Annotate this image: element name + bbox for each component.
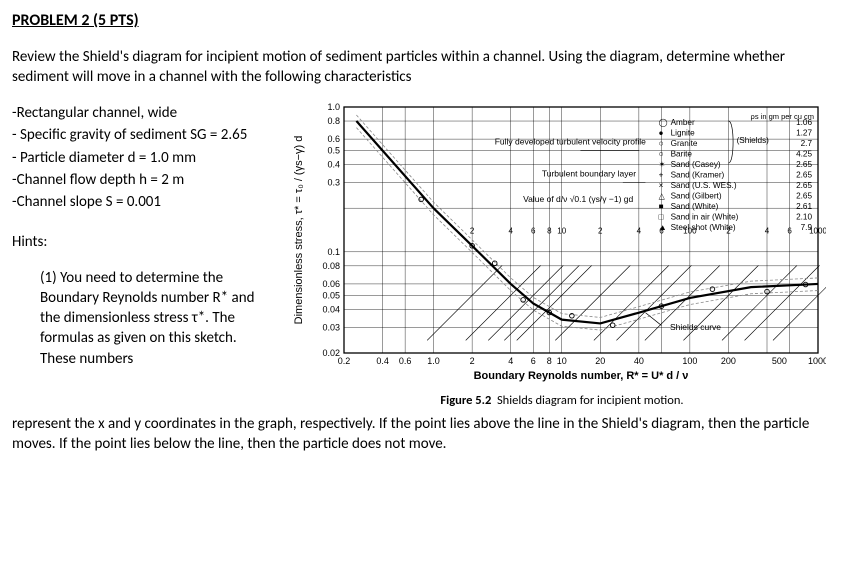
svg-text:0.4: 0.4 [376, 356, 389, 366]
svg-text:Fully developed turbulent velo: Fully developed turbulent velocity profi… [495, 137, 646, 147]
svg-text:Granite: Granite [671, 139, 698, 148]
svg-text:2: 2 [598, 226, 603, 235]
svg-text:1.27: 1.27 [796, 129, 812, 138]
svg-text:4: 4 [508, 226, 513, 235]
svg-text:4.25: 4.25 [796, 150, 812, 159]
svg-text:0.5: 0.5 [327, 146, 340, 156]
char-2: - Particle diameter d = 1.0 mm [12, 148, 272, 168]
svg-text:+: + [659, 171, 664, 180]
svg-text:0.03: 0.03 [322, 323, 340, 333]
svg-text:1.06: 1.06 [796, 118, 812, 127]
svg-text:6: 6 [787, 226, 792, 235]
svg-text:×: × [659, 181, 664, 190]
svg-text:0.06: 0.06 [322, 279, 340, 289]
svg-text:2.65: 2.65 [796, 160, 812, 169]
svg-text:1.0: 1.0 [427, 356, 440, 366]
svg-text:Sand in air (White): Sand in air (White) [671, 213, 739, 222]
svg-text:▲: ▲ [659, 223, 667, 232]
hint-1: (1) You need to determine the Boundary R… [40, 268, 272, 369]
svg-text:Sand (Casey): Sand (Casey) [671, 160, 721, 169]
svg-text:2.10: 2.10 [796, 213, 812, 222]
svg-text:7.9: 7.9 [801, 223, 813, 232]
hints-closing: represent the x and y coordinates in the… [12, 414, 838, 455]
svg-text:6: 6 [531, 226, 536, 235]
svg-text:✶: ✶ [659, 160, 666, 169]
characteristics-list: -Rectangular channel, wide - Specific gr… [12, 103, 272, 212]
shields-diagram: 0.20.40.61.02468102040100200500100024681… [286, 101, 826, 391]
svg-text:100: 100 [682, 356, 697, 366]
svg-text:□: □ [659, 213, 664, 222]
svg-text:Value of d/ν √0.1 (γs/γ −1) g: Value of d/ν √0.1 (γs/γ −1) gd [523, 194, 633, 204]
svg-text:Steel shot (White): Steel shot (White) [671, 223, 736, 232]
svg-text:◯: ◯ [659, 118, 668, 127]
svg-text:0.05: 0.05 [322, 290, 340, 300]
svg-text:Turbulent boundary layer: Turbulent boundary layer [542, 169, 636, 179]
svg-text:4: 4 [637, 226, 642, 235]
svg-text:●: ● [659, 129, 664, 138]
figure-label: Figure 5.2 [440, 393, 491, 408]
svg-text:1.0: 1.0 [327, 102, 340, 112]
svg-text:2: 2 [470, 356, 475, 366]
hint-1-lead: (1) [40, 269, 57, 287]
char-0: -Rectangular channel, wide [12, 103, 272, 123]
svg-text:200: 200 [721, 356, 736, 366]
svg-text:0.4: 0.4 [327, 160, 340, 170]
svg-text:0.1: 0.1 [327, 247, 340, 257]
svg-text:2: 2 [470, 226, 475, 235]
char-4: -Channel slope S = 0.001 [12, 192, 272, 212]
svg-text:0.8: 0.8 [327, 116, 340, 126]
svg-text:Dimensionless stress, τ* = τ₀: Dimensionless stress, τ* = τ₀ / (γs−γ) d [293, 136, 305, 325]
svg-text:0.6: 0.6 [399, 356, 412, 366]
svg-text:4: 4 [765, 226, 770, 235]
svg-text:(Shields): (Shields) [737, 136, 770, 145]
svg-text:0.04: 0.04 [322, 305, 340, 315]
svg-text:6: 6 [531, 356, 536, 366]
svg-text:2.61: 2.61 [796, 202, 812, 211]
svg-text:Lignite: Lignite [671, 129, 696, 138]
svg-text:40: 40 [634, 356, 644, 366]
svg-text:500: 500 [772, 356, 787, 366]
svg-text:Sand (White): Sand (White) [671, 202, 719, 211]
svg-text:0.3: 0.3 [327, 178, 340, 188]
svg-text:Sand (U.S. WES.): Sand (U.S. WES.) [671, 181, 737, 190]
svg-text:0.6: 0.6 [327, 134, 340, 144]
svg-text:8: 8 [547, 356, 552, 366]
svg-text:Boundary Reynolds number, R* =: Boundary Reynolds number, R* = U* d / ν [474, 370, 689, 382]
svg-text:10: 10 [557, 226, 566, 235]
svg-text:○: ○ [659, 150, 664, 159]
hints-heading: Hints: [12, 232, 272, 252]
svg-text:Shields curve: Shields curve [670, 322, 721, 332]
svg-text:0.02: 0.02 [322, 348, 340, 358]
svg-text:Barite: Barite [671, 150, 693, 159]
svg-text:■: ■ [659, 202, 664, 211]
svg-text:2.65: 2.65 [796, 181, 812, 190]
svg-text:20: 20 [595, 356, 605, 366]
svg-text:○: ○ [659, 139, 664, 148]
problem-intro: Review the Shield's diagram for incipien… [12, 47, 838, 88]
svg-text:2.65: 2.65 [796, 171, 812, 180]
svg-text:Amber: Amber [671, 118, 695, 127]
svg-text:Sand (Kramer): Sand (Kramer) [671, 171, 725, 180]
hint-1-body: You need to determine the Boundary Reyno… [40, 269, 254, 368]
figure-caption: Shields diagram for incipient motion. [497, 393, 684, 408]
svg-text:2.7: 2.7 [801, 139, 813, 148]
svg-text:4: 4 [508, 356, 513, 366]
char-3: -Channel flow depth h = 2 m [12, 170, 272, 190]
svg-text:8: 8 [547, 226, 552, 235]
problem-title: PROBLEM 2 (5 PTS) [12, 10, 838, 32]
svg-text:0.08: 0.08 [322, 261, 340, 271]
svg-text:10: 10 [557, 356, 567, 366]
svg-text:△: △ [659, 192, 666, 201]
svg-text:Sand (Gilbert): Sand (Gilbert) [671, 192, 722, 201]
char-1: - Specific gravity of sediment SG = 2.65 [12, 125, 272, 145]
svg-text:2.65: 2.65 [796, 192, 812, 201]
svg-text:1000: 1000 [808, 356, 826, 366]
